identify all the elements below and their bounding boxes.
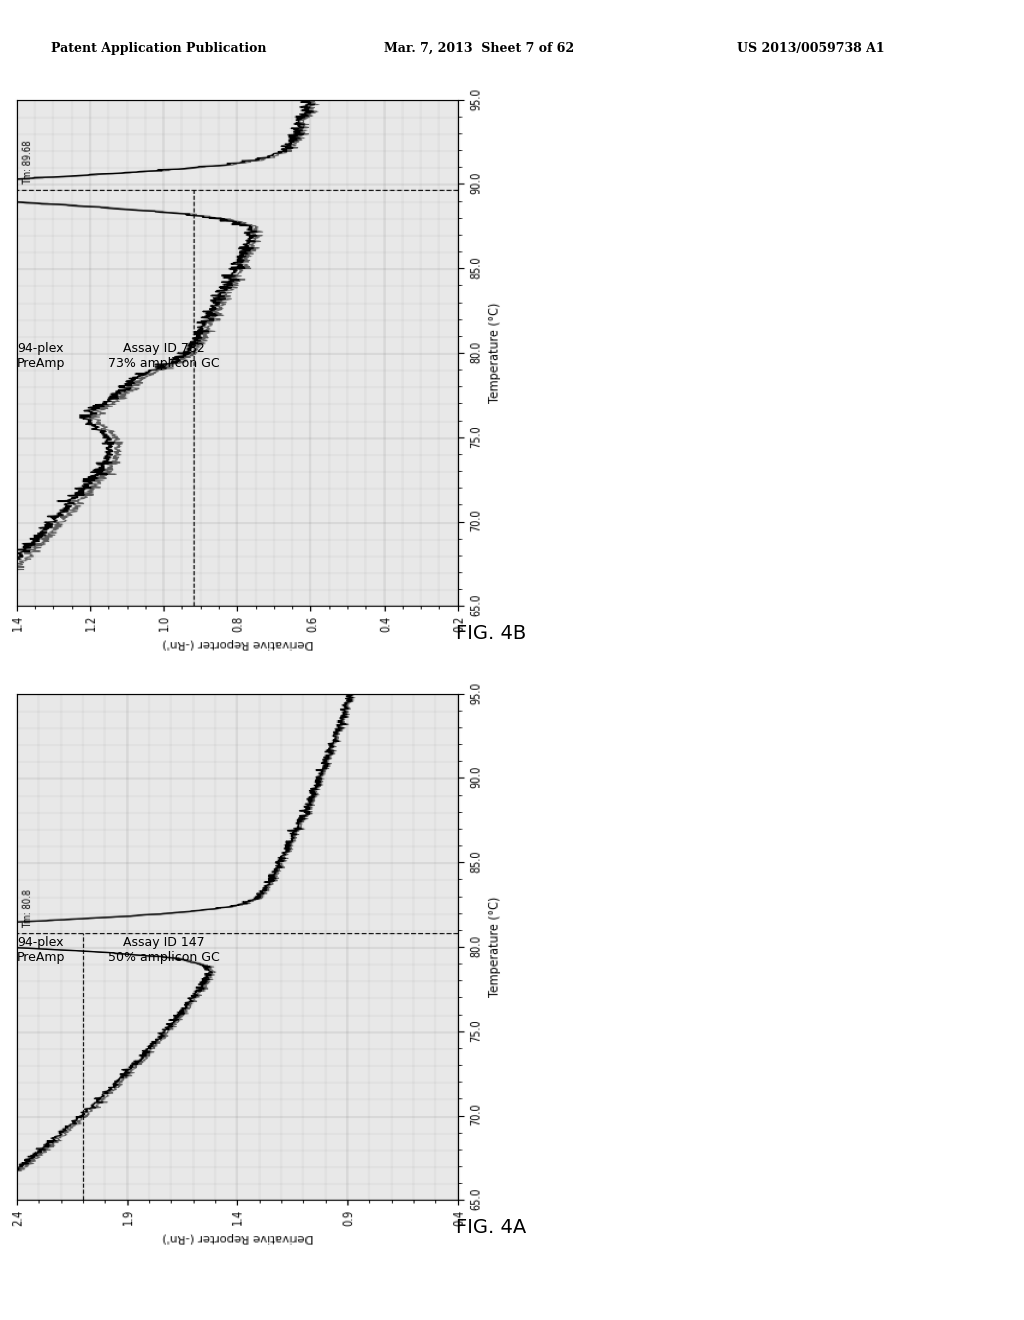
Text: Assay ID 782
73% amplicon GC: Assay ID 782 73% amplicon GC bbox=[108, 342, 220, 371]
Text: US 2013/0059738 A1: US 2013/0059738 A1 bbox=[737, 42, 885, 55]
Text: FIG. 4A: FIG. 4A bbox=[457, 1218, 526, 1237]
Text: Mar. 7, 2013  Sheet 7 of 62: Mar. 7, 2013 Sheet 7 of 62 bbox=[384, 42, 574, 55]
Text: 94-plex
PreAmp: 94-plex PreAmp bbox=[16, 936, 66, 965]
Text: FIG. 4B: FIG. 4B bbox=[457, 624, 526, 643]
Text: Assay ID 147
50% amplicon GC: Assay ID 147 50% amplicon GC bbox=[108, 936, 220, 965]
Text: Patent Application Publication: Patent Application Publication bbox=[51, 42, 266, 55]
Text: 94-plex
PreAmp: 94-plex PreAmp bbox=[16, 342, 66, 371]
